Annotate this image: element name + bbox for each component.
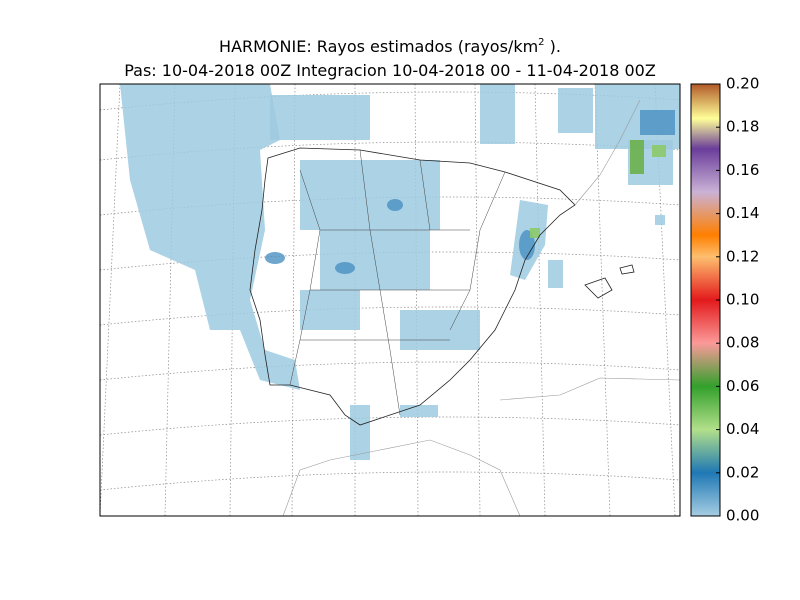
colorbar-tick-label: 0.08: [726, 334, 759, 352]
map-frame: [99, 83, 681, 517]
colorbar-tick-label: 0.20: [726, 75, 759, 93]
title: HARMONIE: Rayos estimados (rayos/km2 ).: [219, 37, 561, 56]
colorbar-tick-label: 0.12: [726, 247, 759, 265]
colorbar-tick-label: 0.16: [726, 161, 759, 179]
title-suffix: ).: [545, 37, 561, 56]
colorbar-tick-label: 0.10: [726, 291, 759, 309]
colorbar-tick-label: 0.14: [726, 204, 759, 222]
subtitle: Pas: 10-04-2018 00Z Integracion 10-04-20…: [124, 61, 656, 80]
colorbar-tick-label: 0.02: [726, 463, 759, 481]
colorbar-tick-label: 0.06: [726, 377, 759, 395]
colorbar-ticks: 0.00 0.02 0.04 0.06 0.08 0.10 0.12 0.14 0.16 0.18…: [716, 75, 759, 525]
colorbar-tick-label: 0.18: [726, 118, 759, 136]
colorbar-tick-label: 0.00: [726, 507, 759, 525]
title-text: HARMONIE: Rayos estimados (rayos/km: [219, 37, 538, 56]
colorbar: [690, 83, 721, 517]
colorbar-tick-label: 0.04: [726, 420, 759, 438]
title-superscript: 2: [538, 37, 544, 48]
map: [100, 84, 680, 516]
